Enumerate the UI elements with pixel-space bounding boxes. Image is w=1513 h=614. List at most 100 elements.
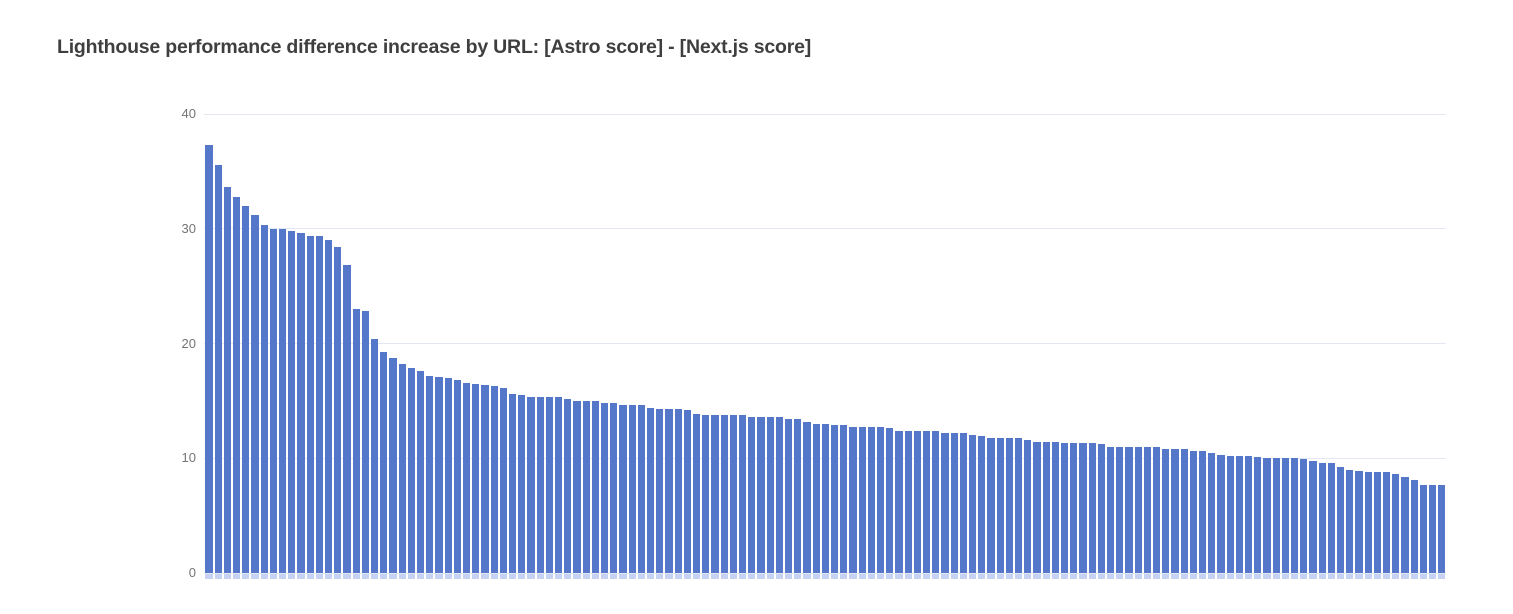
- bar-baseline-stub: [1088, 574, 1096, 579]
- bar: [941, 433, 949, 573]
- bar: [1281, 458, 1289, 573]
- bar: [923, 430, 931, 573]
- bar-baseline-stub: [233, 574, 241, 579]
- bar: [969, 435, 977, 573]
- bar-baseline-stub: [389, 574, 397, 579]
- bar: [453, 380, 461, 573]
- bar: [1245, 455, 1253, 573]
- bar-baseline-stub: [398, 574, 406, 579]
- bar-baseline-stub: [720, 574, 728, 579]
- bar: [757, 416, 765, 573]
- bar-baseline-stub: [1401, 574, 1409, 579]
- bar: [545, 397, 553, 573]
- bar-baseline-stub: [509, 574, 517, 579]
- bar: [1383, 472, 1391, 573]
- bar-baseline-stub: [858, 574, 866, 579]
- bar-baseline-stub: [555, 574, 563, 579]
- bar: [913, 430, 921, 573]
- bar: [1392, 474, 1400, 573]
- bar: [895, 430, 903, 573]
- bar: [1327, 462, 1335, 573]
- bar: [1125, 446, 1133, 573]
- bar-baseline-stub: [932, 574, 940, 579]
- bar-baseline-stub: [1327, 574, 1335, 579]
- bar-baseline-stub: [1272, 574, 1280, 579]
- bar: [821, 423, 829, 573]
- bar: [1300, 459, 1308, 573]
- bar-baseline-stub: [417, 574, 425, 579]
- bar: [251, 214, 259, 573]
- bar-baseline-stub: [941, 574, 949, 579]
- bar-baseline-stub: [573, 574, 581, 579]
- bar-baseline-stub: [1171, 574, 1179, 579]
- gridline-y-0: [204, 572, 1446, 574]
- bar: [380, 351, 388, 573]
- bar-baseline-stub: [1070, 574, 1078, 579]
- bar: [527, 397, 535, 573]
- bar-baseline-stub: [904, 574, 912, 579]
- bar-baseline-stub: [1189, 574, 1197, 579]
- bar: [711, 414, 719, 573]
- bar-baseline-stub: [647, 574, 655, 579]
- bar: [766, 416, 774, 573]
- bar: [297, 233, 305, 573]
- bar-baseline-stub: [545, 574, 553, 579]
- bar: [1337, 467, 1345, 573]
- bar-baseline-stub: [601, 574, 609, 579]
- bar-baseline-stub: [371, 574, 379, 579]
- bar: [582, 400, 590, 573]
- bar-baseline-stub: [775, 574, 783, 579]
- y-axis-tick-label: 0: [188, 565, 196, 580]
- bar: [702, 414, 710, 573]
- bar-baseline-stub: [1162, 574, 1170, 579]
- bar-baseline-stub: [223, 574, 231, 579]
- bar-baseline-stub: [472, 574, 480, 579]
- bar-baseline-stub: [739, 574, 747, 579]
- bar: [325, 240, 333, 573]
- bar: [1429, 484, 1437, 573]
- bar: [389, 358, 397, 573]
- bar-baseline-stub: [729, 574, 737, 579]
- bar: [435, 376, 443, 573]
- bar-baseline-stub: [352, 574, 360, 579]
- bar-baseline-stub: [1097, 574, 1105, 579]
- bar-baseline-stub: [306, 574, 314, 579]
- bar: [463, 382, 471, 573]
- y-axis-tick-label: 30: [181, 220, 196, 236]
- bar-baseline-stub: [361, 574, 369, 579]
- gridline-y-30: [204, 228, 1446, 230]
- bar-baseline-stub: [1346, 574, 1354, 579]
- bar-baseline-stub: [748, 574, 756, 579]
- bar: [840, 424, 848, 573]
- bar-baseline-stub: [1061, 574, 1069, 579]
- bar-baseline-stub: [1373, 574, 1381, 579]
- bar: [1401, 476, 1409, 573]
- bar: [1410, 480, 1418, 573]
- bar-baseline-stub: [923, 574, 931, 579]
- bar: [886, 428, 894, 573]
- bar: [1061, 443, 1069, 573]
- bar-baseline-stub: [1042, 574, 1050, 579]
- bar-baseline-stub: [463, 574, 471, 579]
- bar: [288, 231, 296, 573]
- bar: [361, 311, 369, 573]
- bar: [1162, 449, 1170, 573]
- bar-baseline-stub: [812, 574, 820, 579]
- bar-baseline-stub: [1263, 574, 1271, 579]
- bar: [665, 408, 673, 573]
- bar-baseline-stub: [674, 574, 682, 579]
- bar-baseline-stub: [1355, 574, 1363, 579]
- bar-baseline-stub: [591, 574, 599, 579]
- bar-baseline-stub: [1383, 574, 1391, 579]
- bar-baseline-stub: [1033, 574, 1041, 579]
- bar-baseline-stub: [1226, 574, 1234, 579]
- bar: [1024, 439, 1032, 573]
- bar: [260, 225, 268, 573]
- bar-baseline-stub: [619, 574, 627, 579]
- bar-baseline-stub: [499, 574, 507, 579]
- bar: [1364, 472, 1372, 573]
- bar: [1153, 446, 1161, 573]
- bar-baseline-stub: [959, 574, 967, 579]
- bar-baseline-stub: [996, 574, 1004, 579]
- bar-baseline-stub: [1429, 574, 1437, 579]
